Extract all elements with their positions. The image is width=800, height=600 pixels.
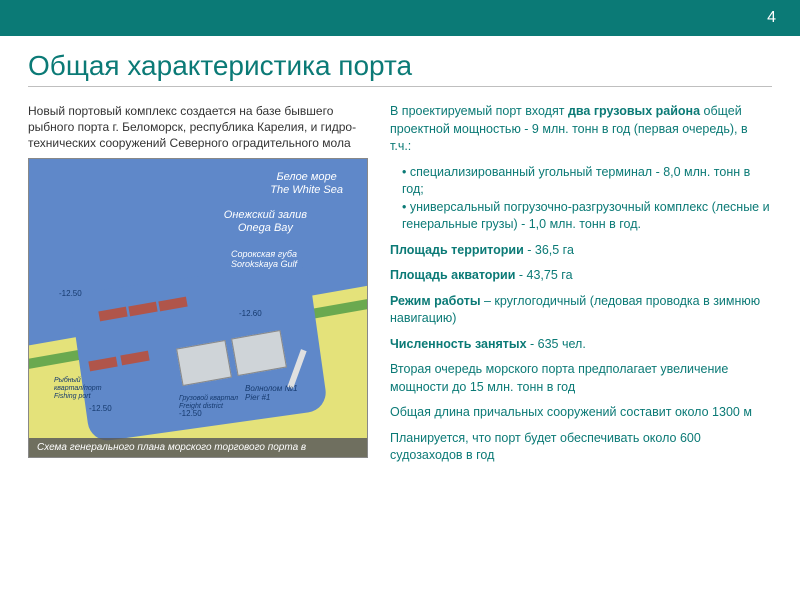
value: - 36,5 га [524, 243, 574, 257]
map-gulf-label-ru: Сорокская губа [231, 249, 297, 260]
map-fishing-label: Рыбный квартал/порт Fishing port [54, 377, 102, 402]
page-title: Общая характеристика порта [28, 50, 772, 87]
map-gulf-label-en: Sorokskaya Gulf [231, 259, 297, 270]
map-depth-label: -12.60 [239, 309, 262, 318]
page-number: 4 [767, 9, 776, 27]
label: Численность занятых [390, 337, 527, 351]
map-bay-label-ru: Онежский залив [224, 209, 307, 222]
employees: Численность занятых - 635 чел. [390, 336, 772, 354]
map-depth-label: -12.50 [59, 289, 82, 298]
text: В проектируемый порт входят [390, 104, 568, 118]
map-pier-label: Волнолом №1 Pier #1 [245, 384, 298, 403]
map-gulf-label: Сорокская губа Sorokskaya Gulf [231, 249, 297, 271]
map-storage-icon [231, 330, 287, 376]
value: - 635 чел. [527, 337, 586, 351]
ship-calls: Планируется, что порт будет обеспечивать… [390, 430, 772, 465]
label: Площадь акватории [390, 268, 515, 282]
cargo-list: специализированный угольный терминал - 8… [390, 164, 772, 234]
berth-length: Общая длина причальных сооружений состав… [390, 404, 772, 422]
map-caption: Схема генерального плана морского торгов… [29, 438, 367, 457]
cargo-districts-para: В проектируемый порт входят два грузовых… [390, 103, 772, 156]
intro-text: Новый портовый комплекс создается на баз… [28, 103, 368, 152]
map-sea-label-en: The White Sea [270, 184, 343, 197]
label: Площадь территории [390, 243, 524, 257]
right-column: В проектируемый порт входят два грузовых… [390, 103, 772, 473]
territory-area: Площадь территории - 36,5 га [390, 242, 772, 260]
map-bay-label-en: Onega Bay [224, 222, 307, 235]
title-section: Общая характеристика порта [0, 36, 800, 93]
value: - 43,75 га [515, 268, 572, 282]
map-yard-label: Грузовой квартал Freight district [179, 395, 238, 412]
map-storage-icon [176, 340, 232, 386]
map-depth-label: -12.50 [89, 404, 112, 413]
operation-mode: Режим работы – круглогодичный (ледовая п… [390, 293, 772, 328]
list-item: универсальный погрузочно-разгрузочный ко… [402, 199, 772, 234]
map-bay-label: Онежский залив Onega Bay [224, 209, 307, 235]
water-area: Площадь акватории - 43,75 га [390, 267, 772, 285]
list-item: специализированный угольный терминал - 8… [402, 164, 772, 199]
second-phase: Вторая очередь морского порта предполага… [390, 361, 772, 396]
port-map-diagram: Белое море The White Sea Онежский залив … [28, 158, 368, 458]
content-area: Новый портовый комплекс создается на баз… [0, 93, 800, 473]
map-sea-label: Белое море The White Sea [270, 171, 343, 197]
left-column: Новый портовый комплекс создается на баз… [28, 103, 368, 473]
map-sea-label-ru: Белое море [270, 171, 343, 184]
page-header: 4 [0, 0, 800, 36]
cargo-districts-bold: два грузовых района [568, 104, 700, 118]
label: Режим работы [390, 294, 481, 308]
